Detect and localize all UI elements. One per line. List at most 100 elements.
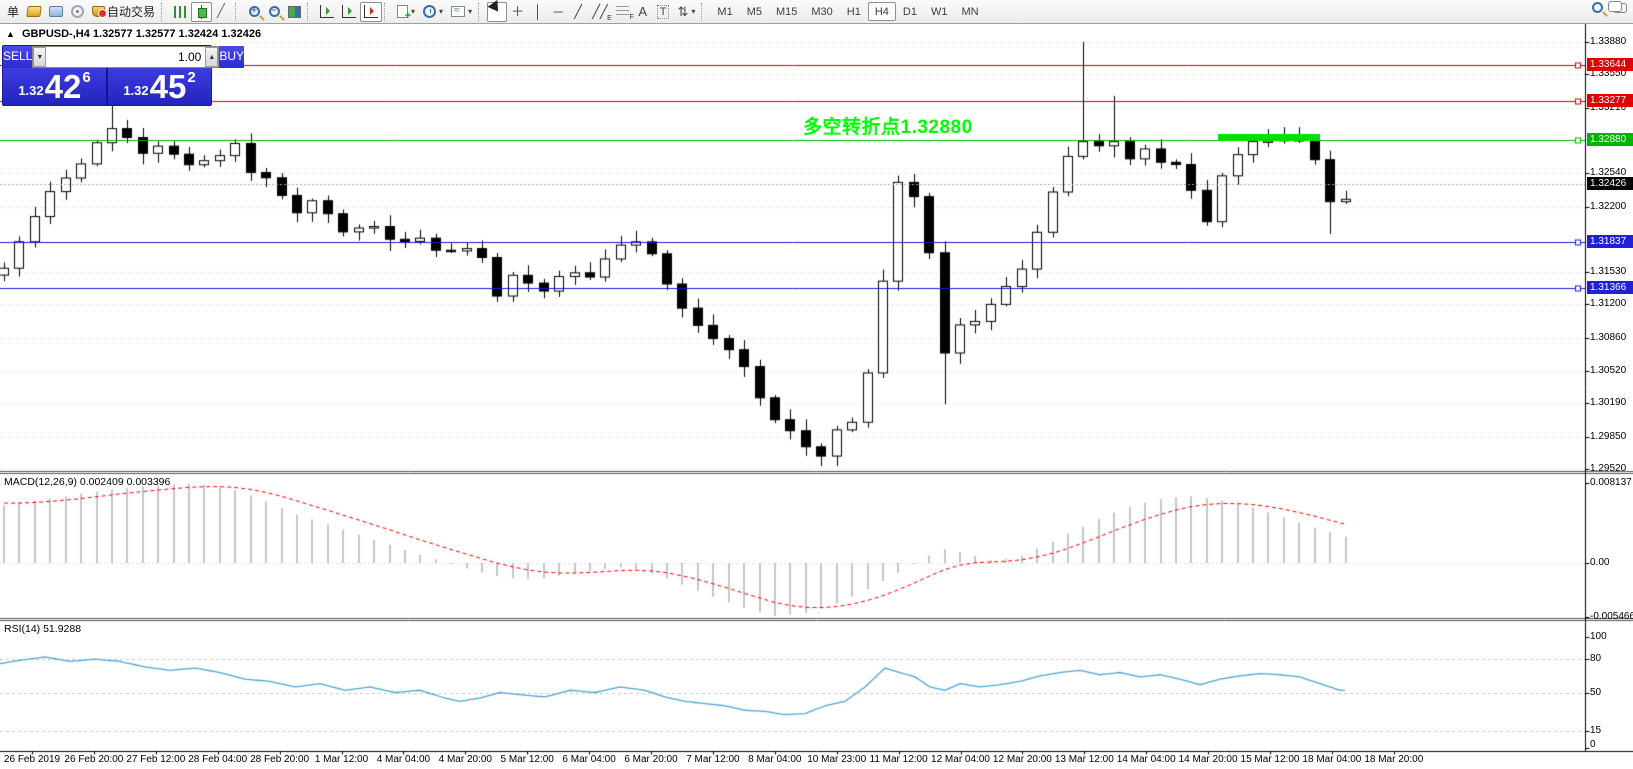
time-axis-label[interactable]: 26 Feb 2019	[3, 754, 61, 765]
timeframe-button-M1[interactable]: M1	[717, 5, 733, 18]
sell-price-prefix: 1.32	[18, 83, 44, 98]
time-axis-label[interactable]: 4 Mar 20:00	[438, 754, 492, 765]
text-icon: A	[638, 4, 648, 19]
timeframe-button-W1[interactable]: W1	[930, 5, 948, 18]
cursor-button[interactable]	[487, 0, 508, 22]
sell-button[interactable]: SELL	[3, 46, 33, 68]
autotrade-button[interactable]: 自动交易	[88, 2, 159, 22]
time-axis-label[interactable]: 15 Mar 12:00	[1240, 754, 1300, 765]
time-axis-label[interactable]: 1 Mar 12:00	[314, 754, 369, 765]
volume-decrease-button[interactable]: ▼	[33, 47, 47, 67]
text-label-button[interactable]: T	[653, 2, 674, 22]
trendline-button[interactable]: ╱	[568, 2, 588, 22]
fibonacci-button[interactable]	[612, 2, 634, 22]
volume-increase-button[interactable]: ▲	[205, 47, 219, 67]
auto-scroll-button[interactable]	[360, 1, 383, 22]
template-button[interactable]: ▾	[393, 2, 419, 22]
price-level-badge[interactable]: 1.32426	[1587, 177, 1633, 191]
time-axis-label[interactable]: 12 Mar 20:00	[992, 754, 1052, 765]
signal-button[interactable]	[67, 2, 88, 22]
candlestick-button[interactable]	[191, 1, 213, 22]
volume-stepper: ▼ ▲	[32, 46, 220, 68]
indicators-button[interactable]: ▾	[447, 2, 476, 22]
search-icon[interactable]	[1592, 2, 1603, 13]
time-axis-label[interactable]: 18 Mar 04:00	[1302, 754, 1362, 765]
timeframe-button-M5[interactable]: M5	[746, 5, 762, 18]
crosshair-icon: ＋	[511, 4, 525, 19]
time-axis-label[interactable]: 13 Mar 12:00	[1054, 754, 1114, 765]
zoom-in-button[interactable]: +	[244, 2, 264, 22]
tile-windows-icon	[288, 5, 302, 18]
crosshair-button[interactable]: ＋	[507, 2, 528, 22]
time-axis-label[interactable]: 14 Mar 20:00	[1178, 754, 1238, 765]
time-axis-label[interactable]: 26 Feb 20:00	[64, 754, 124, 765]
price-tick-label: 1.33210	[1590, 101, 1627, 113]
buy-price[interactable]: 1.32 45 2	[108, 68, 211, 105]
zoom-out-button[interactable]: −	[264, 2, 284, 22]
price-level-badge[interactable]: 1.31837	[1587, 235, 1633, 249]
arrows-button[interactable]: ⇅ ▾	[677, 4, 696, 19]
text-button[interactable]: A	[633, 2, 653, 22]
time-axis-label[interactable]: 5 Mar 12:00	[500, 754, 554, 765]
chart-title: ▲ GBPUSD-,H4 1.32577 1.32577 1.32424 1.3…	[6, 28, 261, 40]
macd-tick-label: -0.005466	[1590, 610, 1633, 622]
one-click-trading-panel: SELL ▼ ▲ BUY 1.32 42 6 1.32 45 2	[2, 45, 245, 106]
chart-symbol: GBPUSD-,H4	[21, 28, 90, 40]
price-level-badge[interactable]: 1.31366	[1587, 281, 1633, 295]
timeframe-button-D1[interactable]: D1	[902, 5, 917, 18]
time-axis-label[interactable]: 28 Feb 04:00	[188, 754, 248, 765]
time-axis-label[interactable]: 27 Feb 12:00	[126, 754, 186, 765]
price-tick-label: 1.31530	[1590, 266, 1627, 278]
sell-price[interactable]: 1.32 42 6	[3, 68, 106, 105]
timeframe-button-MN[interactable]: MN	[961, 5, 979, 18]
vertical-line-button[interactable]: │	[528, 2, 548, 22]
period-button[interactable]: ▾	[419, 2, 447, 22]
macd-label: MACD(12,26,9) 0.002409 0.003396	[4, 476, 171, 488]
horizontal-line-button[interactable]: ─	[548, 2, 568, 22]
rsi-tick-label: 50	[1590, 686, 1602, 698]
new-order-button[interactable]: 单	[7, 5, 20, 19]
line-chart-button[interactable]	[212, 2, 233, 22]
bar-chart-button[interactable]	[170, 2, 191, 22]
time-axis-label[interactable]: 10 Mar 23:00	[807, 754, 867, 765]
fibonacci-icon	[615, 6, 634, 21]
time-axis-label[interactable]: 8 Mar 04:00	[748, 754, 802, 765]
channel-button[interactable]: ╱╱	[588, 2, 612, 22]
chat-icon[interactable]	[1608, 0, 1627, 13]
timeframe-button-H1[interactable]: H1	[846, 5, 861, 18]
timeframe-button-M30[interactable]: M30	[811, 5, 833, 18]
time-axis-label[interactable]: 11 Mar 12:00	[869, 754, 928, 765]
price-level-badge[interactable]: 1.32880	[1587, 132, 1633, 146]
price-tick-label: 1.32200	[1590, 200, 1627, 212]
pivot-annotation[interactable]: 多空转折点1.32880	[803, 117, 973, 138]
timeframe-group: M1 M5 M15 M30 H1 H4 D1 W1 MN	[710, 2, 985, 22]
volume-input[interactable]	[46, 47, 206, 67]
tile-windows-button[interactable]	[284, 2, 305, 22]
buy-price-pip: 2	[187, 69, 196, 86]
cursor-icon	[487, 0, 507, 20]
time-axis-label[interactable]: 4 Mar 04:00	[376, 754, 431, 765]
chart-shift-end-icon	[342, 5, 357, 18]
chart-shift-end-button[interactable]	[338, 2, 360, 22]
timeframe-button-M15[interactable]: M15	[775, 5, 798, 18]
collapse-arrow-icon[interactable]: ▲	[6, 29, 15, 39]
price-level-badge[interactable]: 1.33644	[1587, 58, 1633, 72]
time-axis-label[interactable]: 14 Mar 04:00	[1116, 754, 1176, 765]
new-chart-button[interactable]	[23, 2, 45, 22]
time-axis-label[interactable]: 18 Mar 20:00	[1364, 754, 1424, 765]
buy-button[interactable]: BUY	[219, 46, 245, 68]
time-axis-label[interactable]: 12 Mar 04:00	[931, 754, 990, 765]
time-axis-label[interactable]: 7 Mar 12:00	[686, 754, 740, 765]
chart-shift-icon	[320, 5, 335, 18]
time-axis-label[interactable]: 6 Mar 20:00	[624, 754, 678, 765]
buy-price-prefix: 1.32	[123, 83, 149, 98]
toolbar-separator	[161, 2, 167, 21]
buy-price-big: 45	[149, 68, 187, 106]
profiles-button[interactable]	[45, 2, 67, 22]
time-axis-label[interactable]: 28 Feb 20:00	[250, 754, 310, 765]
timeframe-button-H4[interactable]: H4	[867, 2, 896, 22]
chart-shift-button[interactable]	[316, 2, 338, 22]
price-level-badge[interactable]: 1.33277	[1587, 94, 1633, 108]
time-axis-label[interactable]: 6 Mar 04:00	[562, 754, 616, 765]
